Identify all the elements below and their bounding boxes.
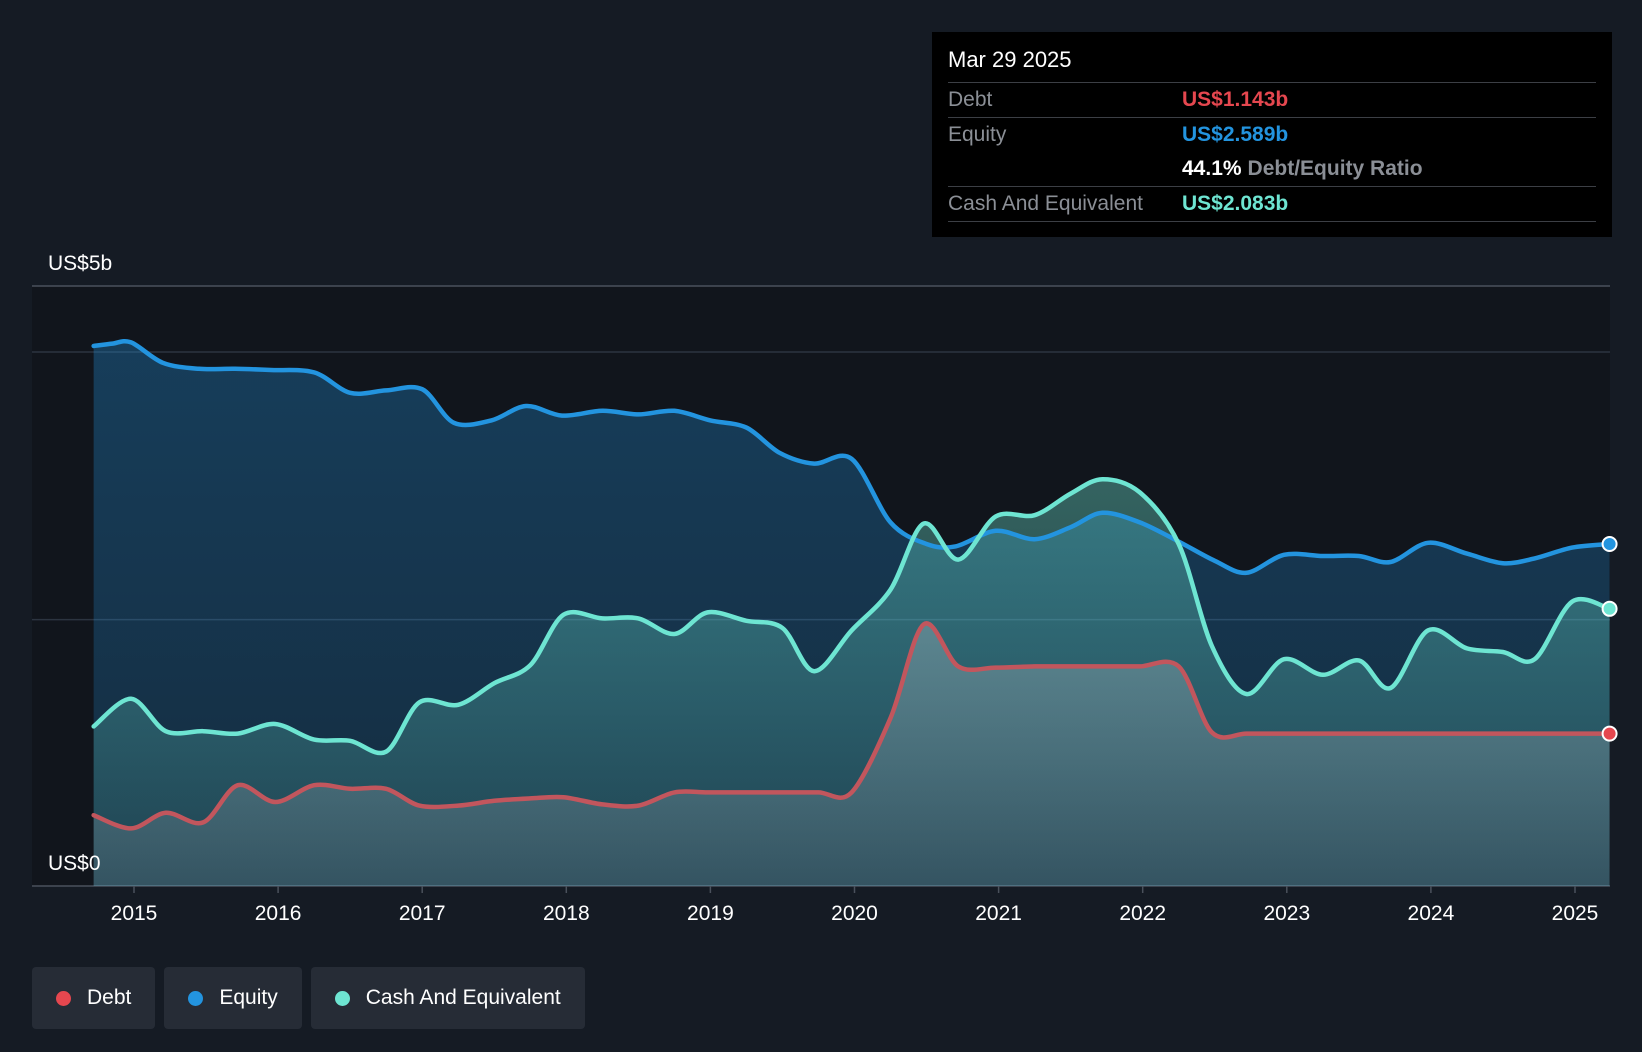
legend: Debt Equity Cash And Equivalent [32, 967, 585, 1029]
y-axis-bottom-label: US$0 [48, 852, 101, 875]
cash-dot-icon [334, 990, 350, 1006]
legend-label-equity: Equity [219, 986, 278, 1009]
legend-item-equity[interactable]: Equity [164, 967, 302, 1029]
debt-line [91, 621, 1612, 831]
tooltip-cash-value: US$2.083b [1182, 192, 1289, 215]
tooltip-ratio-row: 44.1% Debt/Equity Ratio [948, 152, 1596, 186]
x-tick-label: 2019 [687, 902, 734, 925]
tooltip-ratio-label: Debt/Equity Ratio [1247, 157, 1423, 180]
x-axis: 2015 2016 2017 2018 2019 2020 2021 2022 2023 2024… [111, 886, 1599, 925]
tooltip-cash-row: Cash And Equivalent US$2.083b [948, 186, 1596, 222]
x-tick-label: 2025 [1552, 902, 1599, 925]
debt-endpoint [1601, 725, 1618, 742]
series-endpoints [1601, 536, 1618, 742]
x-tick-label: 2015 [111, 902, 158, 925]
x-tick-label: 2024 [1408, 902, 1455, 925]
tooltip-cash-label: Cash And Equivalent [948, 192, 1143, 215]
legend-label-cash: Cash And Equivalent [365, 986, 561, 1009]
equity-line [91, 338, 1612, 576]
tooltip-equity-row: Equity US$2.589b [948, 117, 1596, 152]
hover-tooltip: Mar 29 2025 Debt US$1.143b Equity US$2.5… [932, 32, 1612, 237]
x-tick-label: 2016 [255, 902, 302, 925]
y-axis-top-label: US$5b [48, 252, 112, 275]
series-lines [91, 338, 1612, 831]
x-tick-label: 2020 [831, 902, 878, 925]
tooltip-equity-label: Equity [948, 123, 1007, 146]
equity-endpoint [1601, 536, 1618, 552]
tooltip-date: Mar 29 2025 [948, 47, 1072, 72]
x-tick-label: 2022 [1119, 902, 1166, 925]
cash-line [91, 476, 1612, 756]
x-tick-label: 2021 [975, 902, 1022, 925]
x-tick-label: 2018 [543, 902, 590, 925]
debt-area [93, 623, 1610, 886]
legend-item-debt[interactable]: Debt [32, 967, 156, 1029]
equity-dot-icon [188, 990, 204, 1006]
tooltip-debt-label: Debt [948, 88, 993, 111]
cash-endpoint [1601, 600, 1618, 617]
debt-dot-icon [56, 990, 71, 1006]
tooltip-ratio-value: 44.1% [1182, 157, 1242, 180]
x-tick-label: 2023 [1263, 902, 1310, 925]
legend-label-debt: Debt [87, 986, 132, 1009]
legend-item-cash[interactable]: Cash And Equivalent [310, 967, 585, 1029]
x-tick-label: 2017 [399, 902, 446, 925]
series-areas [93, 341, 1610, 886]
tooltip-equity-value: US$2.589b [1182, 123, 1289, 146]
tooltip-debt-value: US$1.143b [1182, 88, 1289, 111]
tooltip-debt-row: Debt US$1.143b [948, 82, 1596, 117]
